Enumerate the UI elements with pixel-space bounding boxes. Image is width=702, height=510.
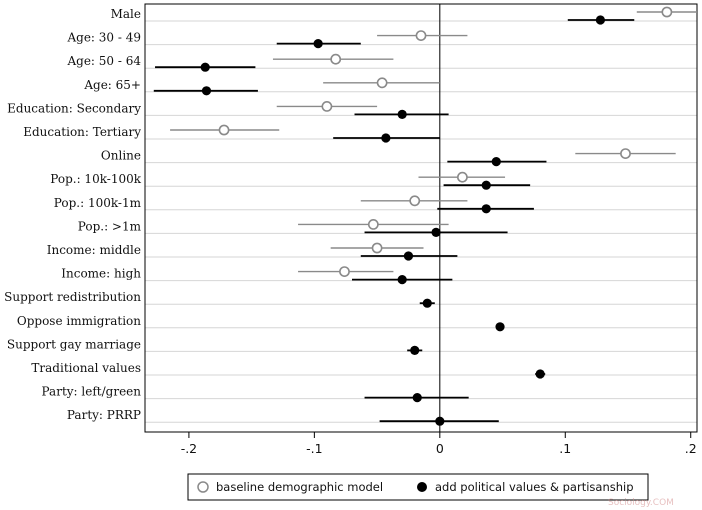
baseline-estimate: [360, 195, 468, 207]
point-estimate: [535, 369, 545, 379]
political-estimate: [567, 15, 635, 25]
plot-frame: [144, 3, 698, 433]
political-estimate: [447, 157, 547, 167]
political-estimate: [155, 62, 256, 72]
y-tick-label: Support redistribution: [4, 290, 141, 304]
baseline-estimate: [170, 124, 280, 136]
point-estimate: [313, 39, 323, 49]
y-tick-label: Pop.: 10k-100k: [50, 172, 141, 186]
baseline-estimate: [298, 218, 449, 230]
baseline-estimate: [418, 171, 506, 183]
x-tick-label: -.2: [181, 441, 197, 456]
y-tick-label: Online: [101, 149, 141, 163]
gridlines: [145, 4, 697, 432]
y-tick-label: Pop.: 100k-1m: [54, 196, 142, 210]
point-estimate: [661, 6, 673, 18]
x-tick-label: .2: [685, 441, 697, 456]
y-tick-label: Income: high: [61, 267, 141, 281]
point-estimate: [456, 171, 468, 183]
political-estimate: [360, 251, 458, 261]
y-tick-label: Education: Tertiary: [23, 125, 141, 139]
y-tick-label: Male: [111, 7, 141, 21]
point-estimate: [376, 77, 388, 89]
point-estimate: [381, 133, 391, 143]
point-estimate: [200, 62, 210, 72]
point-estimate: [321, 101, 333, 112]
political-estimate: [419, 298, 435, 308]
point-estimate: [431, 227, 441, 237]
watermark: Sociology.COM: [608, 498, 674, 508]
series-layer: [153, 6, 697, 426]
y-tick-label: Age: 65+: [83, 78, 141, 92]
political-estimate: [443, 180, 531, 190]
baseline-estimate: [330, 242, 424, 254]
point-estimate: [491, 157, 501, 167]
baseline-estimate: [272, 53, 394, 65]
political-estimate: [333, 133, 440, 143]
point-estimate: [410, 345, 420, 355]
y-tick-label: Pop.: >1m: [78, 219, 142, 233]
baseline-estimate: [323, 77, 440, 89]
point-estimate: [481, 204, 491, 214]
y-tick-label: Party: left/green: [42, 385, 142, 399]
point-estimate: [481, 180, 491, 190]
x-axis: -.2 -.1 0 .1 .2: [181, 432, 697, 456]
point-estimate: [371, 242, 383, 254]
political-estimate: [276, 39, 361, 49]
point-estimate: [218, 124, 230, 136]
legend-marker-baseline: [197, 481, 209, 493]
x-tick-label: 0: [436, 441, 444, 456]
baseline-estimate: [636, 6, 697, 18]
baseline-estimate: [276, 101, 378, 112]
baseline-estimate: [575, 148, 676, 159]
political-estimate: [364, 393, 469, 403]
point-estimate: [367, 218, 379, 230]
baseline-estimate: [377, 30, 468, 41]
political-estimate: [535, 369, 546, 379]
y-tick-label: Age: 50 - 64: [66, 54, 141, 68]
point-estimate: [412, 393, 422, 403]
point-estimate: [435, 416, 445, 426]
point-estimate: [397, 109, 407, 119]
point-estimate: [403, 251, 414, 261]
y-tick-label: Traditional values: [31, 361, 141, 375]
point-estimate: [595, 15, 606, 25]
point-estimate: [620, 148, 631, 159]
political-estimate: [352, 275, 453, 285]
political-estimate: [379, 416, 499, 426]
y-tick-label: Support gay marriage: [7, 337, 141, 351]
point-estimate: [422, 298, 432, 308]
point-estimate: [495, 322, 505, 332]
political-estimate: [354, 109, 449, 119]
legend-marker-political: [417, 482, 427, 492]
legend: baseline demographic model add political…: [187, 473, 649, 501]
point-estimate: [330, 53, 342, 65]
x-tick-label: .1: [559, 441, 571, 456]
y-axis-labels: Male Age: 30 - 49 Age: 50 - 64 Age: 65+ Educ…: [4, 7, 142, 422]
y-tick-label: Age: 30 - 49: [66, 31, 141, 45]
point-estimate: [409, 195, 421, 207]
political-estimate: [153, 86, 258, 96]
baseline-estimate: [298, 266, 394, 277]
point-estimate: [415, 30, 427, 41]
political-estimate: [364, 227, 508, 237]
y-tick-label: Education: Secondary: [7, 101, 141, 115]
legend-label-political: add political values & partisanship: [435, 480, 634, 494]
political-estimate: [407, 345, 423, 355]
point-estimate: [201, 86, 212, 96]
x-tick-label: -.1: [306, 441, 322, 456]
point-estimate: [339, 266, 350, 277]
y-tick-label: Oppose immigration: [17, 314, 141, 328]
y-tick-label: Party: PRRP: [67, 408, 141, 422]
political-estimate: [437, 204, 534, 214]
point-estimate: [397, 275, 407, 285]
y-tick-label: Income: middle: [47, 243, 141, 257]
political-estimate: [495, 322, 505, 332]
legend-label-baseline: baseline demographic model: [216, 480, 383, 494]
